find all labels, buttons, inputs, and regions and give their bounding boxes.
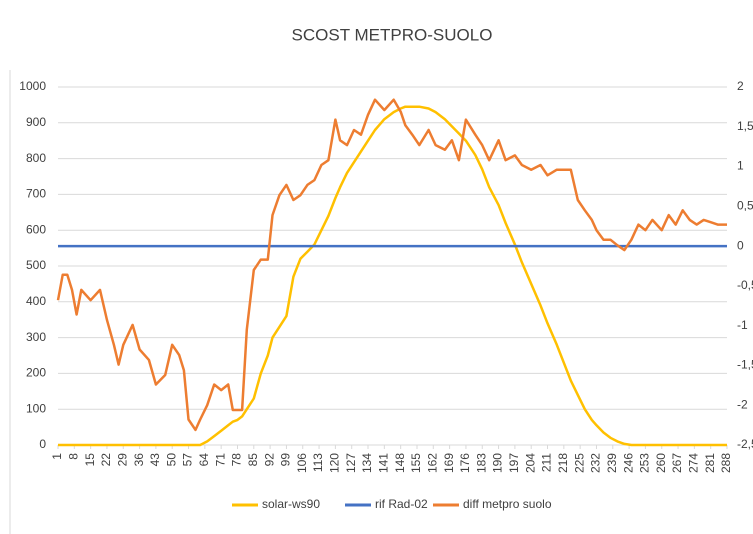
x-tick-label: 78	[230, 453, 244, 467]
y2-tick-label: -2	[737, 397, 748, 411]
y2-tick-label: -1,5	[737, 358, 753, 372]
y2-tick-label: 0,5	[737, 199, 753, 213]
y-tick-label: 700	[26, 187, 46, 201]
x-tick-label: 176	[458, 453, 472, 473]
y2-tick-label: -2,5	[737, 437, 753, 451]
x-tick-label: 232	[589, 453, 603, 473]
y-tick-label: 400	[26, 294, 46, 308]
legend-label: rif Rad-02	[375, 497, 428, 511]
x-tick-label: 239	[605, 453, 619, 473]
x-tick-label: 36	[132, 453, 146, 467]
y2-tick-label: -0,5	[737, 278, 753, 292]
y2-tick-label: -1	[737, 318, 748, 332]
x-tick-label: 141	[377, 453, 391, 473]
x-tick-label: 211	[540, 453, 554, 472]
x-tick-label: 57	[181, 453, 195, 467]
x-tick-label: 246	[621, 453, 635, 473]
x-tick-label: 253	[638, 453, 652, 473]
y-tick-label: 800	[26, 151, 46, 165]
y-tick-label: 100	[26, 401, 46, 415]
x-tick-label: 190	[491, 453, 505, 473]
y2-tick-label: 1	[737, 159, 744, 173]
x-tick-label: 162	[425, 453, 439, 473]
x-tick-label: 43	[148, 453, 162, 467]
x-tick-label: 71	[213, 453, 227, 467]
y-tick-label: 500	[26, 258, 46, 272]
x-tick-label: 281	[703, 453, 717, 473]
x-tick-label: 225	[572, 453, 586, 473]
x-tick-label: 99	[279, 453, 293, 467]
y-tick-label: 900	[26, 115, 46, 129]
x-tick-label: 134	[360, 453, 374, 473]
x-tick-label: 64	[197, 453, 211, 467]
y-tick-label: 200	[26, 366, 46, 380]
x-tick-label: 120	[328, 453, 342, 473]
x-tick-label: 127	[344, 453, 358, 473]
x-tick-label: 1	[50, 453, 64, 460]
x-tick-label: 260	[654, 453, 668, 473]
series-line	[58, 105, 727, 447]
legend-label: solar-ws90	[262, 497, 320, 511]
x-tick-label: 204	[523, 453, 537, 473]
y2-tick-label: 2	[737, 79, 744, 93]
x-tick-label: 22	[99, 453, 113, 467]
y2-tick-label: 1,5	[737, 119, 753, 133]
y-tick-label: 600	[26, 222, 46, 236]
x-tick-label: 155	[409, 453, 423, 473]
x-tick-label: 8	[66, 453, 80, 460]
chart-title: SCOST METPRO-SUOLO	[292, 25, 493, 44]
x-tick-label: 85	[246, 453, 260, 467]
x-tick-label: 267	[670, 453, 684, 473]
x-tick-label: 183	[474, 453, 488, 473]
series-line	[56, 98, 727, 432]
x-tick-label: 288	[719, 453, 733, 473]
x-tick-label: 50	[164, 453, 178, 467]
x-tick-label: 106	[295, 453, 309, 473]
x-tick-label: 29	[115, 453, 129, 467]
y-tick-label: 300	[26, 330, 46, 344]
y-tick-label: 1000	[19, 79, 46, 93]
x-tick-label: 218	[556, 453, 570, 473]
y2-tick-label: 0	[737, 238, 744, 252]
x-tick-label: 197	[507, 453, 521, 473]
legend-label: diff metpro suolo	[463, 497, 552, 511]
x-tick-label: 148	[393, 453, 407, 473]
y-tick-label: 0	[39, 437, 46, 451]
x-tick-label: 169	[442, 453, 456, 473]
x-tick-label: 92	[262, 453, 276, 467]
x-tick-label: 274	[687, 453, 701, 473]
x-tick-label: 15	[83, 453, 97, 467]
x-tick-label: 113	[311, 453, 325, 472]
